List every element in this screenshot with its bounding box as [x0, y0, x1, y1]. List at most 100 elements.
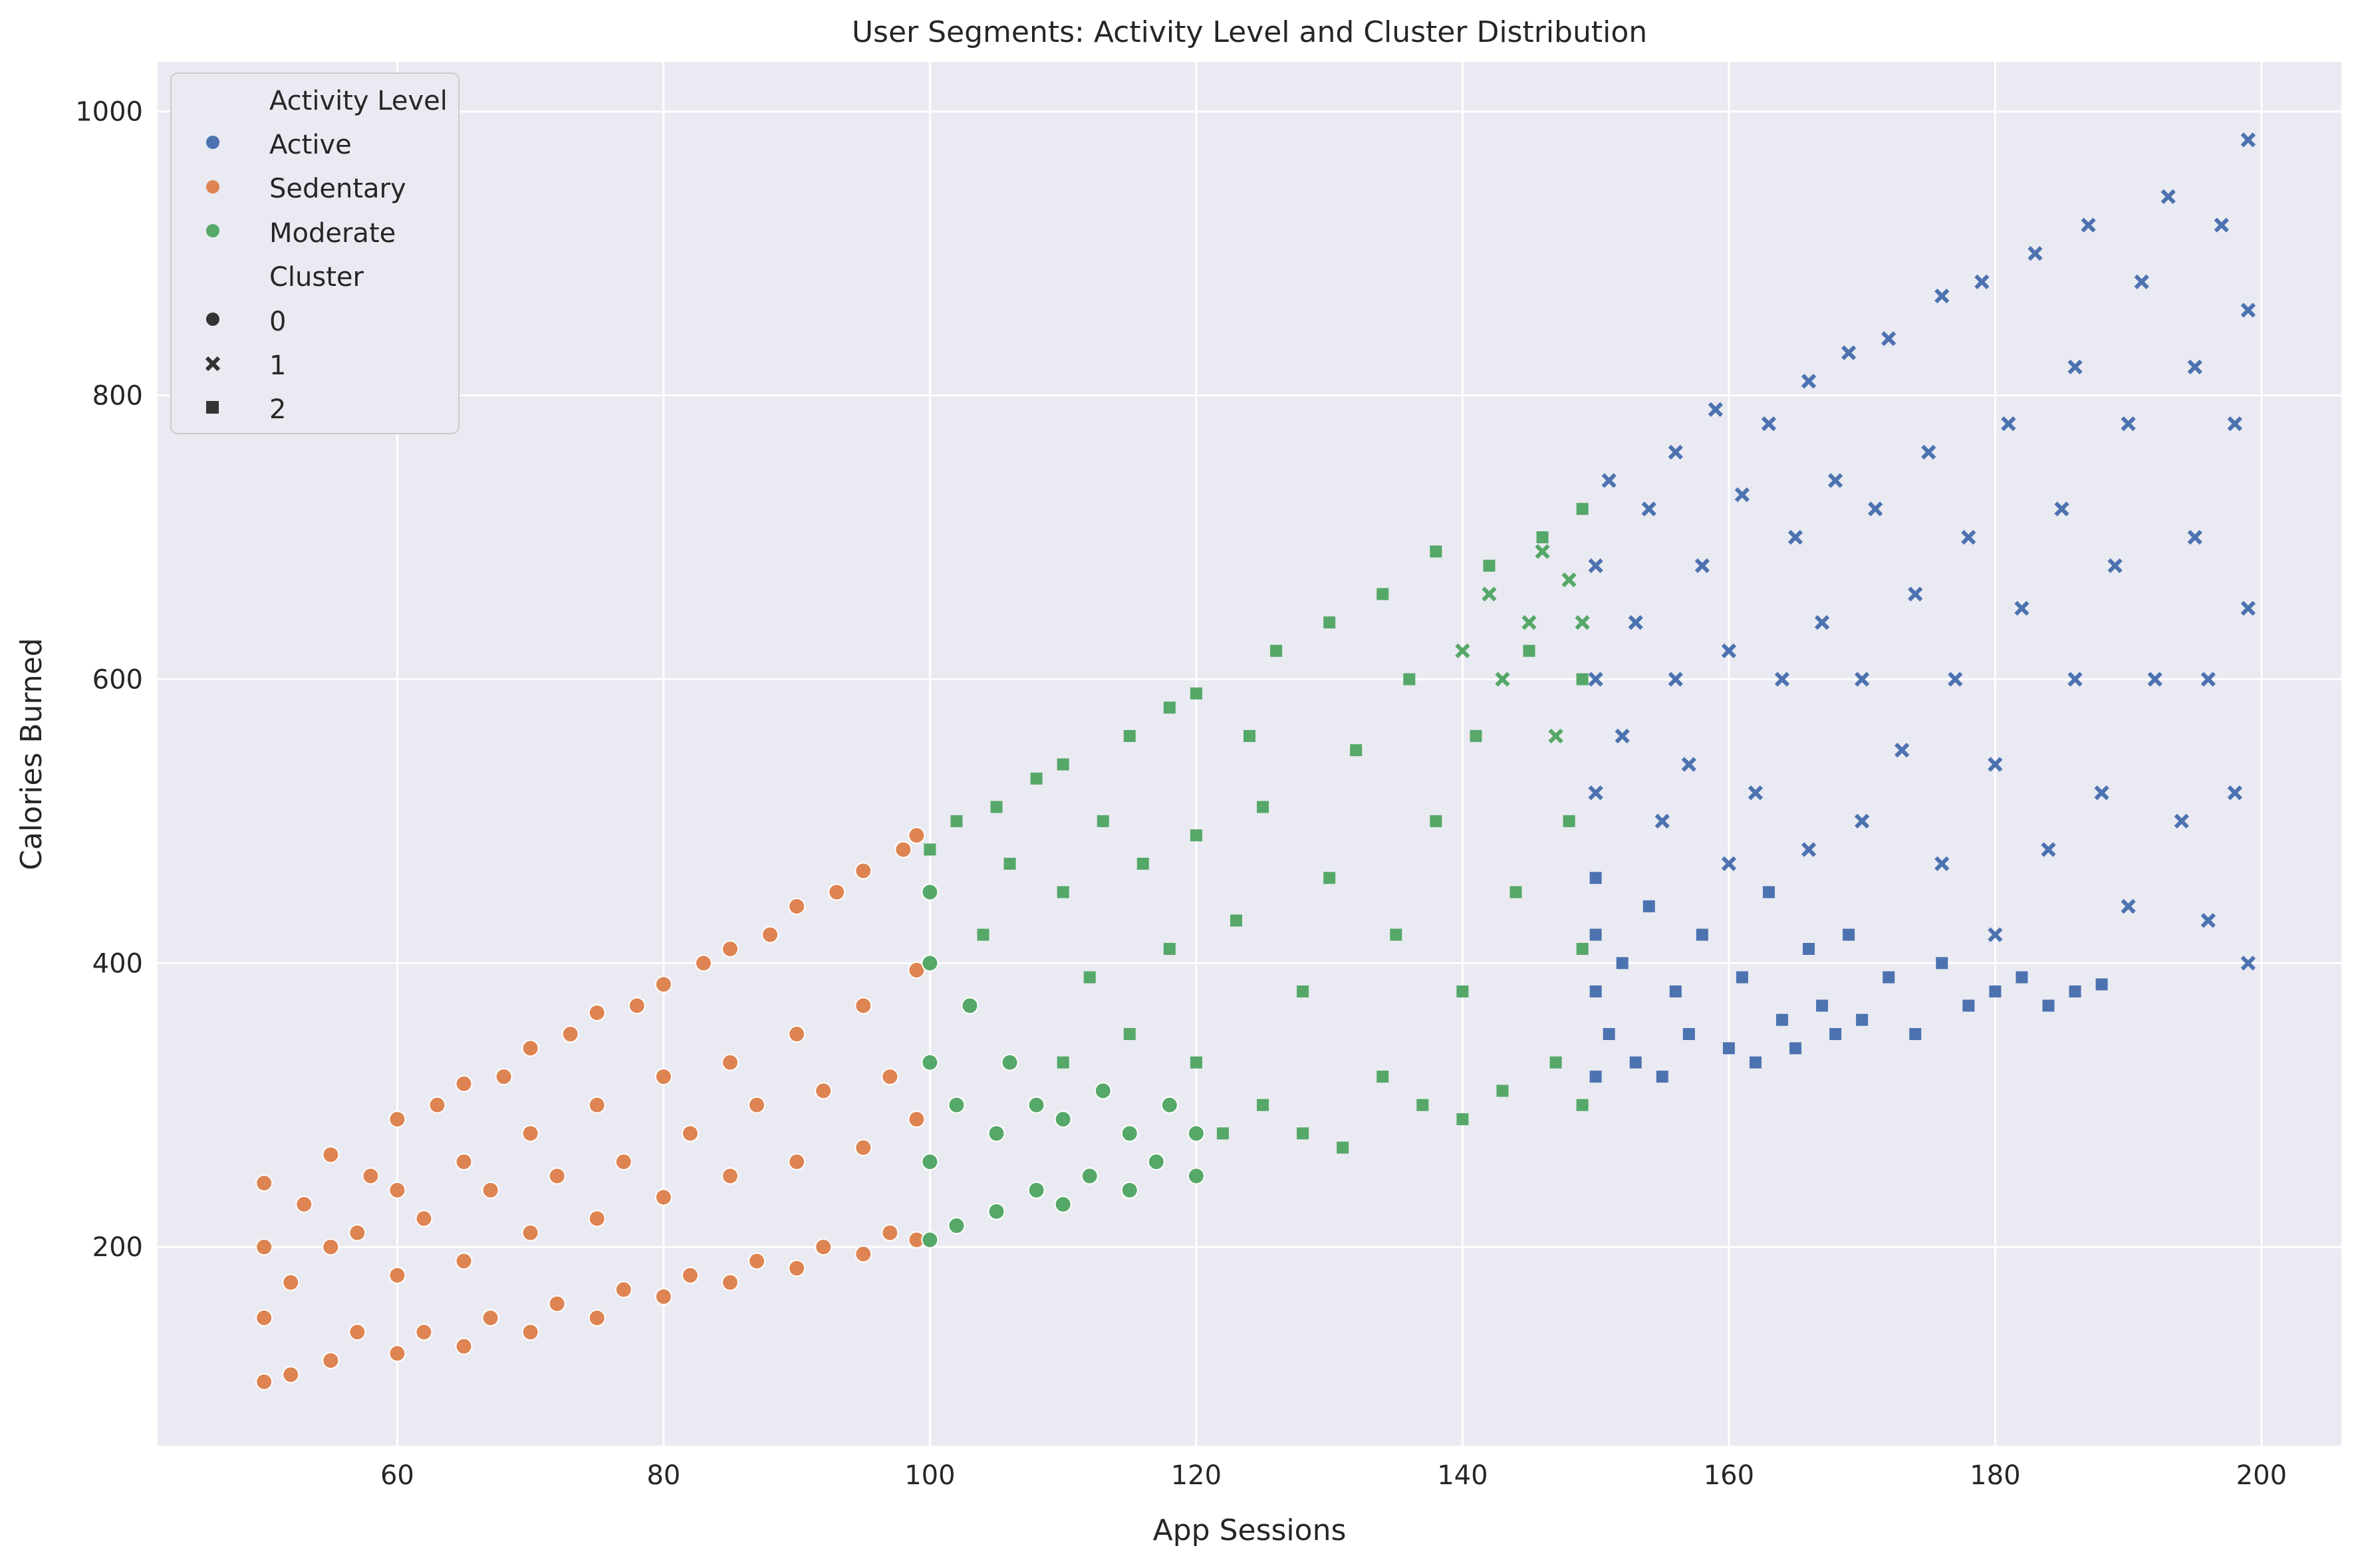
moderate-cluster-2-point	[1416, 1099, 1429, 1111]
moderate-cluster-1-point	[1548, 728, 1563, 743]
moderate-cluster-2-point	[950, 815, 963, 827]
sedentary-cluster-0-point	[722, 940, 739, 958]
active-cluster-1-point	[1681, 757, 1696, 772]
moderate-cluster-2-point	[1523, 644, 1535, 657]
moderate-cluster-2-point	[924, 843, 936, 856]
active-cluster-1-point	[2094, 785, 2109, 801]
moderate-cluster-1-point	[1575, 614, 1590, 630]
moderate-cluster-2-point	[1576, 673, 1589, 686]
sedentary-cluster-0-point	[854, 862, 872, 880]
moderate-cluster-2-point	[977, 928, 989, 941]
legend-cluster-2-label: 2	[269, 394, 286, 425]
moderate-cluster-0-point	[1160, 1096, 1178, 1114]
moderate-cluster-2-point	[1576, 503, 1589, 515]
sedentary-cluster-0-point	[561, 1025, 579, 1043]
sedentary-cluster-0-point	[322, 1146, 340, 1164]
sedentary-cluster-0-point	[614, 1281, 632, 1299]
y-tick-label: 600	[92, 664, 143, 695]
moderate-cluster-2-point	[1403, 673, 1416, 686]
sedentary-cluster-0-point	[588, 1309, 606, 1327]
active-cluster-2-point	[1682, 1028, 1695, 1041]
sedentary-cluster-0-point	[761, 926, 779, 944]
active-cluster-1-point	[1748, 785, 1764, 801]
moderate-cluster-0-point	[921, 1153, 939, 1171]
moderate-cluster-0-point	[1147, 1153, 1165, 1171]
active-cluster-1-point	[2121, 898, 2136, 914]
sedentary-cluster-0-point	[548, 1295, 566, 1313]
active-cluster-2-point	[1829, 1028, 1842, 1041]
moderate-cluster-0-point	[1054, 1111, 1072, 1128]
legend-active-label: Active	[269, 130, 352, 160]
active-cluster-1-point	[2107, 558, 2123, 573]
moderate-cluster-2-point	[1470, 729, 1482, 742]
sedentary-cluster-0-point	[388, 1266, 406, 1284]
moderate-cluster-2-point	[1297, 1127, 1309, 1140]
moderate-cluster-2-point	[1230, 914, 1242, 927]
moderate-cluster-0-point	[1027, 1096, 1045, 1114]
sedentary-cluster-0-point	[588, 1004, 606, 1022]
active-cluster-1-point	[1641, 501, 1656, 517]
sedentary-cluster-0-point	[788, 897, 806, 915]
moderate-cluster-2-point	[1509, 886, 1522, 898]
active-cluster-1-point	[2240, 956, 2256, 971]
moderate-cluster-2-point	[1190, 1056, 1202, 1069]
moderate-cluster-2-point	[1377, 1071, 1389, 1083]
moderate-cluster-0-point	[1027, 1181, 1045, 1199]
sedentary-cluster-0-point	[748, 1096, 766, 1114]
active-cluster-1-point	[2200, 913, 2216, 928]
active-cluster-1-point	[2067, 672, 2083, 687]
active-cluster-1-point	[1961, 529, 1976, 545]
sedentary-cluster-0-point	[654, 976, 672, 993]
active-cluster-1-point	[1934, 856, 1950, 872]
active-cluster-2-point	[1749, 1056, 1762, 1069]
sedentary-cluster-0-point	[815, 1238, 833, 1256]
active-cluster-1-point	[2161, 189, 2176, 204]
active-cluster-2-point	[1642, 900, 1655, 912]
active-cluster-2-point	[1696, 928, 1708, 941]
active-cluster-2-point	[1603, 1028, 1615, 1041]
moderate-cluster-2-point	[1297, 985, 1309, 998]
sedentary-cluster-0-point	[815, 1082, 833, 1100]
active-cluster-2-point	[1843, 928, 1855, 941]
sedentary-cluster-0-point	[548, 1167, 566, 1185]
legend-moderate-label: Moderate	[269, 218, 396, 249]
active-cluster-2-point	[1629, 1056, 1642, 1069]
active-cluster-1-point	[1921, 444, 1936, 460]
legend-hue-title: Activity Level	[269, 86, 448, 116]
sedentary-cluster-0-point	[282, 1273, 300, 1291]
active-cluster-1-point	[2067, 359, 2083, 375]
moderate-cluster-2-point	[1083, 971, 1096, 983]
legend-style-title: Cluster	[269, 262, 364, 293]
active-cluster-1-point	[2121, 416, 2136, 432]
active-cluster-1-point	[1721, 856, 1737, 872]
active-cluster-1-point	[1708, 402, 1723, 418]
x-tick-label: 60	[380, 1460, 414, 1491]
active-cluster-2-point	[2095, 978, 2108, 991]
sedentary-cluster-0-point	[588, 1210, 606, 1228]
x-tick-label: 80	[646, 1460, 680, 1491]
active-cluster-1-point	[2187, 359, 2202, 375]
moderate-cluster-2-point	[1323, 616, 1336, 629]
moderate-cluster-2-point	[1190, 687, 1202, 700]
active-cluster-1-point	[2028, 246, 2043, 261]
active-cluster-1-point	[1814, 614, 1830, 630]
moderate-cluster-1-point	[1482, 587, 1497, 602]
sedentary-cluster-0-point	[415, 1210, 433, 1228]
moderate-cluster-2-point	[1549, 1056, 1562, 1069]
active-cluster-1-point	[2214, 217, 2229, 233]
moderate-cluster-0-point	[921, 1053, 939, 1071]
sedentary-cluster-0-point	[428, 1096, 446, 1114]
moderate-cluster-0-point	[1187, 1167, 1205, 1185]
active-cluster-1-point	[1601, 473, 1617, 488]
sedentary-cluster-0-point	[521, 1039, 539, 1057]
active-cluster-2-point	[1989, 985, 2002, 998]
x-tick-label: 180	[1970, 1460, 2020, 1491]
legend-cluster-0-label: 0	[269, 307, 286, 337]
active-cluster-2-point	[1589, 928, 1602, 941]
x-tick-label: 120	[1171, 1460, 1222, 1491]
sedentary-cluster-0-point	[455, 1153, 473, 1171]
sedentary-cluster-0-point	[481, 1181, 499, 1199]
sedentary-cluster-0-point	[348, 1224, 366, 1241]
